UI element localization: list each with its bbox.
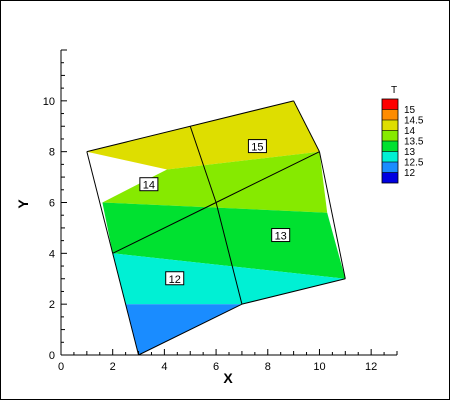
legend-title: T — [391, 85, 397, 96]
legend-level-label: 14.5 — [404, 116, 424, 127]
x-tick-label: 10 — [313, 361, 325, 373]
mesh-line — [112, 202, 217, 254]
legend-level-label: 15 — [404, 105, 416, 116]
legend-swatch — [382, 172, 398, 183]
mesh-line — [215, 151, 320, 203]
mesh-line — [86, 151, 114, 254]
mesh-line — [241, 278, 346, 305]
x-axis-title: X — [223, 370, 233, 386]
legend-swatch — [382, 130, 398, 141]
x-tick-label: 2 — [110, 361, 116, 373]
y-tick-label: 0 — [49, 350, 55, 362]
contour-label-box — [247, 139, 267, 154]
contour-band-12 — [125, 304, 242, 355]
contour-label: 14 — [139, 177, 159, 192]
legend-level-label: 14 — [404, 126, 416, 137]
y-axis-title: Y — [15, 199, 31, 209]
mesh-line — [189, 126, 217, 203]
mesh-line — [215, 202, 243, 305]
legend-level-label: 13 — [404, 147, 416, 158]
legend-swatch — [382, 151, 398, 162]
x-tick-label: 8 — [265, 361, 271, 373]
y-tick-label: 4 — [49, 248, 55, 260]
axes: 0 2 4 6 8 10 12 0 2 4 6 8 10 — [43, 49, 398, 373]
mesh-line — [190, 100, 294, 127]
contour-label-text: 13 — [275, 231, 287, 243]
x-tick-label: 6 — [213, 361, 219, 373]
legend-swatch — [382, 141, 398, 152]
mesh-line — [86, 125, 191, 153]
contour-label: 12 — [165, 271, 185, 286]
x-tick-label: 4 — [161, 361, 167, 373]
mesh-line — [138, 303, 243, 356]
contour-label-box — [139, 177, 159, 192]
legend-swatch — [382, 99, 398, 110]
mesh-line — [112, 253, 140, 356]
legend-level-label: 12.5 — [404, 158, 424, 169]
legend-level-label: 12 — [404, 168, 416, 179]
contour-band-13 — [102, 202, 346, 279]
contour-label-box — [271, 228, 291, 243]
legend-swatch — [382, 120, 398, 131]
mesh-line — [318, 151, 346, 279]
contour-label: 13 — [271, 228, 291, 243]
contour-label-text: 15 — [251, 142, 263, 154]
y-tick-label: 6 — [49, 198, 55, 210]
y-tick-label: 10 — [43, 96, 55, 108]
contour-band-12-5 — [112, 253, 346, 305]
contour-label: 15 — [247, 139, 267, 154]
contour-labels: 15 14 13 12 — [139, 139, 291, 286]
legend-swatch — [382, 162, 398, 173]
mesh-line — [293, 100, 320, 152]
y-tick-label: 2 — [49, 299, 55, 311]
contour-label-text: 12 — [169, 274, 181, 286]
x-tick-label: 12 — [365, 361, 377, 373]
mesh-lines — [86, 100, 346, 356]
legend-swatch — [382, 109, 398, 120]
contour-band-13-5 — [102, 151, 328, 213]
x-tick-label: 0 — [58, 361, 64, 373]
legend-level-label: 13.5 — [404, 137, 424, 148]
y-tick-label: 8 — [49, 147, 55, 159]
contour-label-text: 14 — [143, 180, 155, 192]
contour-label-box — [165, 271, 185, 286]
